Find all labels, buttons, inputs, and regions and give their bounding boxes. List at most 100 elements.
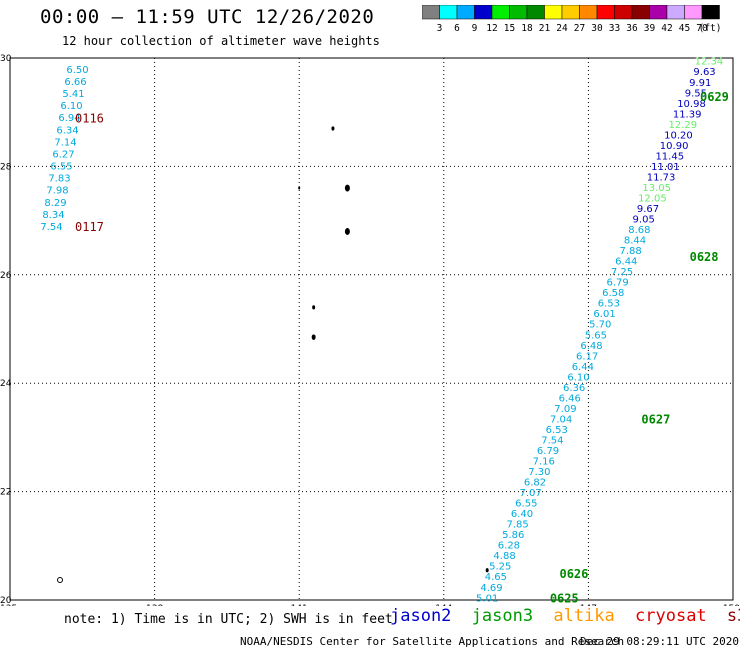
colorbar-swatch-16 [701, 5, 720, 20]
island-outline [57, 577, 63, 583]
wave-height-value: 7.16 [533, 457, 555, 468]
lat-tick-label: 22 [0, 488, 11, 498]
wave-height-value: 6.46 [559, 393, 581, 404]
wave-height-value: 6.17 [576, 351, 598, 362]
wave-height-value: 13.05 [642, 183, 671, 194]
wave-height-value: 4.69 [480, 583, 502, 594]
wave-height-value: 9.05 [633, 215, 655, 226]
wave-height-value: 9.91 [689, 78, 711, 89]
island [311, 334, 316, 340]
wave-height-value: 4.88 [493, 551, 515, 562]
credit-line: NOAA/NESDIS Center for Satellite Applica… [240, 635, 625, 648]
wave-height-value: 6.53 [546, 425, 568, 436]
colorbar-label-12: 39 [644, 23, 656, 34]
satellite-cryosat: cryosat [635, 606, 707, 626]
lon-tick-label: 150 [723, 604, 740, 606]
lon-tick-label: 135 [0, 604, 17, 606]
island [344, 184, 350, 192]
colorbar-unit: (ft) [699, 23, 722, 34]
wave-height-value: 7.30 [528, 467, 550, 478]
wave-height-colorbar: 3 6 9 12 15 18 21 24 27 30 33 36 39 42 45 70(ft) [422, 5, 722, 34]
lat-tick-label: 30 [0, 54, 12, 64]
satellite-legend: jason2 jason3 altika cryosat s3a [390, 606, 740, 626]
wave-height-value: 8.68 [628, 225, 650, 236]
wave-height-value: 6.01 [593, 309, 615, 320]
wave-height-value: 11.01 [651, 162, 680, 173]
wave-height-value: 6.55 [50, 162, 72, 173]
wave-height-value: 7.04 [550, 414, 572, 425]
wave-height-value: 12.29 [668, 120, 697, 131]
map-title: 00:00 – 11:59 UTC 12/26/2020 [40, 6, 375, 28]
footer-note: note: 1) Time is in UTC; 2) SWH is in fe… [64, 612, 393, 627]
wave-height-value: 6.82 [524, 478, 546, 489]
colorbar-label-5: 18 [521, 23, 533, 34]
wave-height-value: 6.27 [52, 149, 74, 160]
wave-height-value: 8.44 [624, 236, 646, 247]
track-time-label: 0628 [690, 250, 719, 264]
island [312, 305, 316, 310]
wave-height-value: 5.41 [62, 89, 84, 100]
track-time-label: 0626 [559, 567, 588, 581]
wave-height-value: 6.34 [56, 125, 78, 136]
wave-height-value: 12.05 [638, 193, 667, 204]
island [298, 186, 301, 190]
wave-height-value: 6.10 [60, 101, 82, 112]
generated-timestamp: Dec 29 08:29:11 UTC 2020 [580, 635, 739, 648]
map-subtitle: 12 hour collection of altimeter wave hei… [62, 34, 380, 48]
wave-height-map: 1351381411441471502022242628306.506.665.… [0, 54, 740, 606]
map-frame [9, 57, 734, 601]
wave-height-value: 7.54 [40, 222, 62, 233]
island [344, 227, 350, 235]
wave-height-value: 9.67 [637, 204, 659, 215]
wave-height-value: 10.98 [677, 99, 706, 110]
wave-height-value: 6.36 [563, 383, 585, 394]
colorbar-label-2: 9 [472, 23, 478, 34]
track-time-label: 0629 [700, 90, 729, 104]
lat-tick-label: 24 [0, 379, 12, 389]
colorbar-label-9: 30 [591, 23, 603, 34]
wave-height-value: 10.90 [660, 141, 689, 152]
wave-height-value: 7.14 [54, 137, 76, 148]
lat-tick-label: 26 [0, 271, 12, 281]
wave-height-value: 7.25 [611, 267, 633, 278]
wave-height-value: 6.10 [567, 372, 589, 383]
wave-height-value: 8.29 [44, 198, 66, 209]
wave-height-value: 5.70 [589, 320, 611, 331]
wave-height-value: 8.34 [42, 210, 64, 221]
wave-height-value: 6.44 [572, 362, 594, 373]
wave-height-value: 6.50 [66, 65, 88, 76]
colorbar-label-15: 70 [696, 23, 708, 34]
satellite-jason3: jason3 [471, 606, 534, 626]
island [485, 568, 489, 573]
wave-height-value: 11.45 [655, 151, 684, 162]
wave-height-value: 7.98 [46, 186, 68, 197]
colorbar-label-1: 6 [454, 23, 460, 34]
lon-tick-label: 147 [580, 604, 597, 606]
wave-height-value: 6.79 [537, 446, 559, 457]
wave-height-value: 5.01 [476, 593, 498, 604]
colorbar-label-8: 27 [574, 23, 585, 34]
wave-height-value: 7.83 [48, 174, 70, 185]
wave-height-value: 4.65 [485, 572, 507, 583]
colorbar-label-11: 36 [626, 23, 638, 34]
colorbar-label-3: 12 [486, 23, 497, 34]
track-time-label: 0625 [550, 591, 579, 605]
colorbar-label-4: 15 [504, 23, 515, 34]
wave-height-value: 6.53 [598, 299, 620, 310]
wave-height-value: 6.58 [602, 288, 624, 299]
wave-height-value: 7.09 [554, 404, 576, 415]
island [331, 126, 335, 131]
colorbar-label-0: 3 [437, 23, 443, 34]
wave-height-value: 11.73 [647, 172, 676, 183]
colorbar-label-14: 45 [679, 23, 690, 34]
wave-height-value: 11.39 [673, 109, 702, 120]
lon-tick-label: 141 [291, 604, 308, 606]
wave-height-value: 10.20 [664, 130, 693, 141]
wave-height-value: 9.55 [685, 88, 707, 99]
satellite-jason2: jason2 [390, 606, 452, 626]
wave-height-value: 6.66 [64, 77, 86, 88]
satellite-altika: altika [553, 606, 615, 626]
wave-height-value: 9.63 [693, 67, 715, 78]
wave-height-value: 7.85 [506, 520, 528, 531]
wave-height-value: 7.88 [620, 246, 642, 257]
